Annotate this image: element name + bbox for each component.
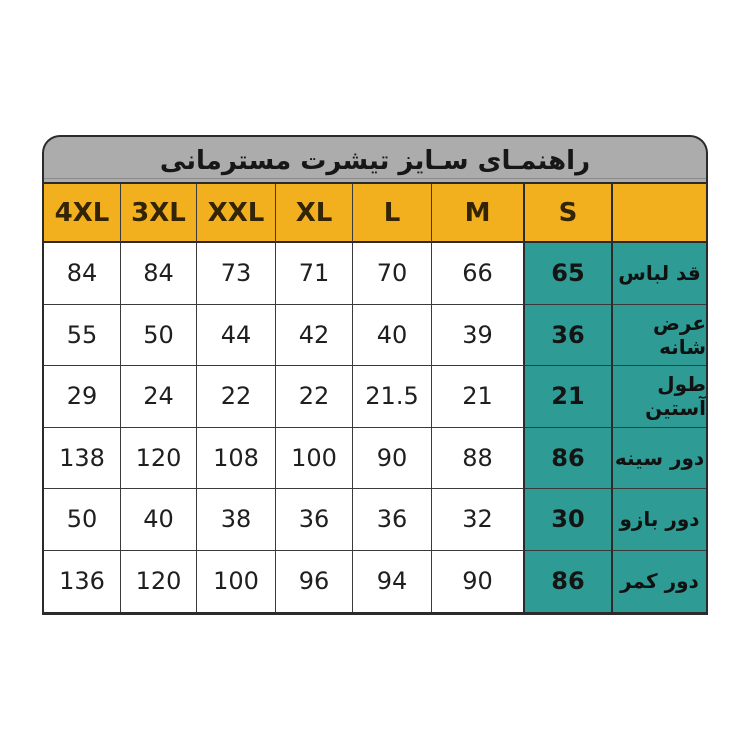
chart-title-bar: راهنمـای سـایز تیشرت مسترمانی bbox=[42, 135, 708, 182]
header-measure-corner bbox=[613, 184, 706, 243]
data-cell: 42 bbox=[276, 304, 353, 366]
data-cell: 138 bbox=[44, 427, 121, 489]
data-cell: 90 bbox=[353, 427, 432, 489]
data-cell: 88 bbox=[432, 427, 525, 489]
data-cell: 73 bbox=[197, 243, 276, 305]
data-cell: 21 bbox=[432, 366, 525, 428]
row-label-waist-circumference: دور کمر bbox=[613, 550, 706, 612]
data-cell: 136 bbox=[44, 550, 121, 612]
data-cell: 40 bbox=[353, 304, 432, 366]
s-size-cell: 36 bbox=[525, 304, 613, 366]
size-chart: راهنمـای سـایز تیشرت مسترمانی 4XL 3XL XX… bbox=[42, 135, 708, 615]
data-cell: 39 bbox=[432, 304, 525, 366]
header-3xl: 3XL bbox=[121, 184, 197, 243]
data-cell: 50 bbox=[44, 489, 121, 551]
data-cell: 71 bbox=[276, 243, 353, 305]
data-cell: 70 bbox=[353, 243, 432, 305]
s-size-cell: 30 bbox=[525, 489, 613, 551]
data-cell: 66 bbox=[432, 243, 525, 305]
s-size-cell: 86 bbox=[525, 427, 613, 489]
chart-title: راهنمـای سـایز تیشرت مسترمانی bbox=[159, 145, 591, 176]
row-label-chest-circumference: دور سینه bbox=[613, 427, 706, 489]
data-cell: 36 bbox=[353, 489, 432, 551]
data-cell: 120 bbox=[121, 550, 197, 612]
data-cell: 21.5 bbox=[353, 366, 432, 428]
row-label-sleeve-length: طول آستین bbox=[613, 366, 706, 428]
row-label-arm-circumference: دور بازو bbox=[613, 489, 706, 551]
data-cell: 29 bbox=[44, 366, 121, 428]
s-size-cell: 86 bbox=[525, 550, 613, 612]
data-cell: 36 bbox=[276, 489, 353, 551]
header-s: S bbox=[525, 184, 613, 243]
data-cell: 90 bbox=[432, 550, 525, 612]
data-cell: 94 bbox=[353, 550, 432, 612]
header-m: M bbox=[432, 184, 525, 243]
data-cell: 108 bbox=[197, 427, 276, 489]
data-cell: 22 bbox=[197, 366, 276, 428]
data-cell: 40 bbox=[121, 489, 197, 551]
data-cell: 96 bbox=[276, 550, 353, 612]
size-table: 4XL 3XL XXL XL L M S 84 84 73 71 70 66 6… bbox=[42, 182, 708, 615]
header-4xl: 4XL bbox=[44, 184, 121, 243]
data-cell: 84 bbox=[44, 243, 121, 305]
data-cell: 50 bbox=[121, 304, 197, 366]
s-size-cell: 65 bbox=[525, 243, 613, 305]
s-size-cell: 21 bbox=[525, 366, 613, 428]
header-xxl: XXL bbox=[197, 184, 276, 243]
data-cell: 55 bbox=[44, 304, 121, 366]
data-cell: 120 bbox=[121, 427, 197, 489]
data-cell: 44 bbox=[197, 304, 276, 366]
data-cell: 100 bbox=[197, 550, 276, 612]
data-cell: 84 bbox=[121, 243, 197, 305]
row-label-shoulder-width: عرض شانه bbox=[613, 304, 706, 366]
row-label-garment-length: قد لباس bbox=[613, 243, 706, 305]
data-cell: 24 bbox=[121, 366, 197, 428]
data-cell: 38 bbox=[197, 489, 276, 551]
data-cell: 22 bbox=[276, 366, 353, 428]
data-cell: 32 bbox=[432, 489, 525, 551]
data-cell: 100 bbox=[276, 427, 353, 489]
header-xl: XL bbox=[276, 184, 353, 243]
title-divider-line bbox=[44, 178, 706, 179]
header-l: L bbox=[353, 184, 432, 243]
